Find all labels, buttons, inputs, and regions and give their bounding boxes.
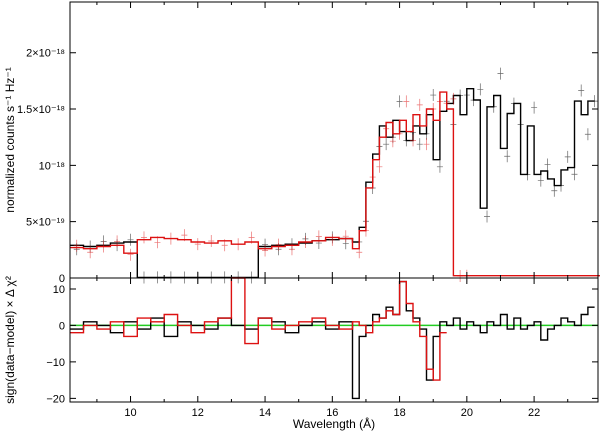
y-tick-label-3: 1.5×10⁻¹⁸ bbox=[17, 104, 65, 116]
y-tick-label-1: 0 bbox=[59, 320, 65, 332]
y-tick-label-2: −10 bbox=[46, 357, 65, 369]
data-point-1-10 bbox=[208, 234, 215, 247]
data-point-0-50 bbox=[551, 184, 558, 197]
data-point-0-54 bbox=[578, 84, 585, 97]
data-point-0-33 bbox=[436, 160, 443, 173]
x-tick-label-20: 20 bbox=[461, 407, 473, 419]
x-tick-label-22: 22 bbox=[528, 407, 540, 419]
y-tick-label-0: 10 bbox=[53, 284, 65, 296]
residuals-x-ticks: 10 12 14 16 18 20 22 bbox=[96, 278, 569, 419]
residual-series bbox=[70, 277, 598, 400]
data-point-0-32 bbox=[430, 89, 437, 102]
data-point-1-26 bbox=[389, 135, 396, 148]
y-tick-label-0: 0 bbox=[59, 273, 65, 285]
residuals-y-ticks: 10 0 −10 −20 bbox=[46, 284, 598, 405]
x-tick-label-14: 14 bbox=[259, 407, 271, 419]
data-point-1-5 bbox=[140, 231, 147, 244]
data-point-1-19 bbox=[329, 233, 336, 246]
data-point-0-43 bbox=[504, 150, 511, 163]
x-tick-label-12: 12 bbox=[192, 407, 204, 419]
x-tick-label-18: 18 bbox=[393, 407, 405, 419]
data-point-0-30 bbox=[416, 138, 423, 151]
data-point-1-31 bbox=[423, 138, 430, 151]
residuals-frame bbox=[69, 277, 599, 403]
series-line-1 bbox=[70, 277, 447, 381]
data-point-0-53 bbox=[571, 168, 578, 181]
data-point-0-48 bbox=[537, 174, 544, 187]
data-point-0-55 bbox=[584, 128, 591, 141]
y-tick-label-3: −20 bbox=[46, 393, 65, 405]
data-point-0-49 bbox=[544, 158, 551, 171]
series-line-1 bbox=[70, 91, 600, 277]
data-point-0-25 bbox=[383, 138, 390, 151]
data-point-1-30 bbox=[416, 98, 423, 111]
data-point-0-39 bbox=[477, 83, 484, 96]
data-point-1-20 bbox=[342, 230, 349, 243]
spectrum-series bbox=[70, 67, 600, 284]
y-tick-label-4: 2×10⁻¹⁸ bbox=[26, 48, 65, 60]
data-point-1-0 bbox=[73, 239, 80, 252]
data-point-1-28 bbox=[403, 95, 410, 108]
data-point-0-47 bbox=[531, 101, 538, 114]
data-point-0-42 bbox=[497, 67, 504, 80]
data-point-1-24 bbox=[376, 160, 383, 173]
data-point-1-9 bbox=[194, 238, 201, 251]
spectrum-y-axis-label: normalized counts s⁻¹ Hz⁻¹ bbox=[3, 67, 17, 212]
data-point-1-35 bbox=[450, 92, 457, 105]
data-point-1-4 bbox=[127, 248, 134, 261]
x-axis-label: Wavelength (Å) bbox=[293, 416, 375, 431]
data-point-1-14 bbox=[262, 244, 269, 257]
residuals-y-axis-label: sign(data−model) × Δ χ² bbox=[3, 276, 17, 404]
x-tick-label-10: 10 bbox=[124, 407, 136, 419]
data-point-1-15 bbox=[275, 238, 282, 251]
data-point-0-52 bbox=[564, 150, 571, 163]
x-tick-label-16: 16 bbox=[326, 407, 338, 419]
data-point-0-40 bbox=[484, 210, 491, 223]
residuals-panel: 100−10−20 10 12 14 16 18 20 22 sign(data−model… bbox=[3, 276, 599, 419]
data-point-0-4 bbox=[127, 233, 134, 246]
data-point-0-27 bbox=[396, 95, 403, 108]
data-point-1-6 bbox=[154, 236, 161, 249]
data-point-1-29 bbox=[410, 134, 417, 147]
y-tick-label-1: 5×10⁻¹⁹ bbox=[26, 217, 65, 229]
y-tick-label-2: 10⁻¹⁸ bbox=[39, 160, 65, 172]
